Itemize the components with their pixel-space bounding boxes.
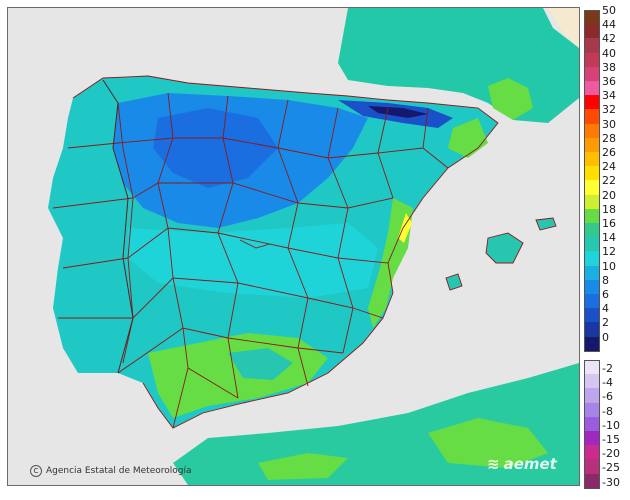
legend-label-8: 8 xyxy=(602,273,609,287)
pyrenees-coldest xyxy=(368,106,428,118)
legend-swatch-26 xyxy=(584,152,600,167)
legend-swatch-14 xyxy=(584,237,600,252)
legend-swatch--30 xyxy=(584,473,600,489)
beige-corner xyxy=(548,8,579,48)
legend-swatch-44 xyxy=(584,24,600,39)
legend-label-26: 26 xyxy=(602,146,616,159)
legend-swatch--25 xyxy=(584,459,600,474)
legend-label-18: 18 xyxy=(602,202,616,216)
legend-label-40: 40 xyxy=(602,46,616,60)
legend-swatch-0 xyxy=(584,336,600,352)
temperature-legend: 50 44 42 40 38 36 34 32 30 28 26 24 22 20 18 16 14 12 10 8 6… xyxy=(584,5,628,489)
legend-swatch--6 xyxy=(584,388,600,403)
legend-swatch-4 xyxy=(584,308,600,323)
legend-label-2: 2 xyxy=(602,316,609,330)
legend-swatch-50 xyxy=(584,10,600,26)
map-canvas xyxy=(48,8,579,485)
legend-label-36: 36 xyxy=(602,75,616,88)
legend-swatch-38 xyxy=(584,66,600,81)
northern-plateau-deep xyxy=(153,108,278,188)
legend-label-10: 10 xyxy=(602,259,616,273)
province-boundaries xyxy=(52,75,557,429)
legend-label-38: 38 xyxy=(602,60,616,74)
brand-logo: ≋ aemet xyxy=(487,455,557,473)
legend-swatch--4 xyxy=(584,374,600,389)
legend-swatch-16 xyxy=(584,223,600,238)
legend-swatch-42 xyxy=(584,38,600,53)
france-coast-green xyxy=(488,78,533,120)
legend-swatch-28 xyxy=(584,137,600,152)
andalusia-warm xyxy=(148,333,328,418)
legend-swatch-32 xyxy=(584,109,600,124)
legend-swatch-30 xyxy=(584,123,600,138)
africa-green-patch-2 xyxy=(258,453,348,480)
legend-swatch-18 xyxy=(584,208,600,223)
legend-swatch--8 xyxy=(584,402,600,417)
attribution: C Agencia Estatal de Meteorología xyxy=(30,465,192,477)
legend-label-4: 4 xyxy=(602,302,609,316)
legend-label-12: 12 xyxy=(602,245,616,259)
legend-label--20: -20 xyxy=(602,447,620,461)
legend-swatch-24 xyxy=(584,166,600,181)
aemet-swirl-icon: ≋ xyxy=(487,455,500,473)
legend-swatch--15 xyxy=(584,431,600,446)
legend-swatch-36 xyxy=(584,81,600,96)
legend-swatch--10 xyxy=(584,416,600,431)
legend-label--2: -2 xyxy=(602,362,613,375)
legend-label--25: -25 xyxy=(602,461,620,475)
legend-swatch-20 xyxy=(584,194,600,209)
legend-swatch-22 xyxy=(584,180,600,195)
legend-swatch-10 xyxy=(584,265,600,280)
africa-green-patch xyxy=(428,418,548,468)
legend-swatch-34 xyxy=(584,95,600,110)
brand-text: aemet xyxy=(503,455,557,473)
legend-label--8: -8 xyxy=(602,404,613,418)
legend-label-34: 34 xyxy=(602,89,616,103)
portugal-border xyxy=(102,79,134,374)
legend-swatch-12 xyxy=(584,251,600,266)
legend-label-44: 44 xyxy=(602,18,616,32)
legend-label-0: 0 xyxy=(602,330,609,344)
legend-label-22: 22 xyxy=(602,174,616,188)
legend-label-14: 14 xyxy=(602,231,616,245)
legend-swatch-6 xyxy=(584,294,600,309)
ibiza xyxy=(446,274,462,290)
mallorca xyxy=(486,233,523,263)
legend-label-24: 24 xyxy=(602,160,616,174)
legend-label-28: 28 xyxy=(602,131,616,145)
legend-label-6: 6 xyxy=(602,288,609,301)
legend-label--6: -6 xyxy=(602,390,613,404)
legend-label--30: -30 xyxy=(602,475,620,489)
temperature-map xyxy=(7,7,580,486)
legend-label-50: 50 xyxy=(602,4,616,17)
legend-label-16: 16 xyxy=(602,217,616,230)
legend-swatch--2 xyxy=(584,360,600,376)
legend-label-32: 32 xyxy=(602,103,616,117)
legend-swatch-8 xyxy=(584,279,600,294)
legend-label-42: 42 xyxy=(602,32,616,46)
legend-label--10: -10 xyxy=(602,418,620,432)
legend-swatch-40 xyxy=(584,52,600,67)
legend-label--4: -4 xyxy=(602,376,613,390)
copyright-icon: C xyxy=(30,465,42,477)
attribution-text: Agencia Estatal de Meteorología xyxy=(46,466,192,476)
andalusia-teal xyxy=(228,348,293,380)
legend-label-30: 30 xyxy=(602,117,616,131)
legend-label--15: -15 xyxy=(602,433,620,446)
legend-swatch-2 xyxy=(584,322,600,337)
legend-swatch--20 xyxy=(584,445,600,460)
legend-label-20: 20 xyxy=(602,188,616,202)
